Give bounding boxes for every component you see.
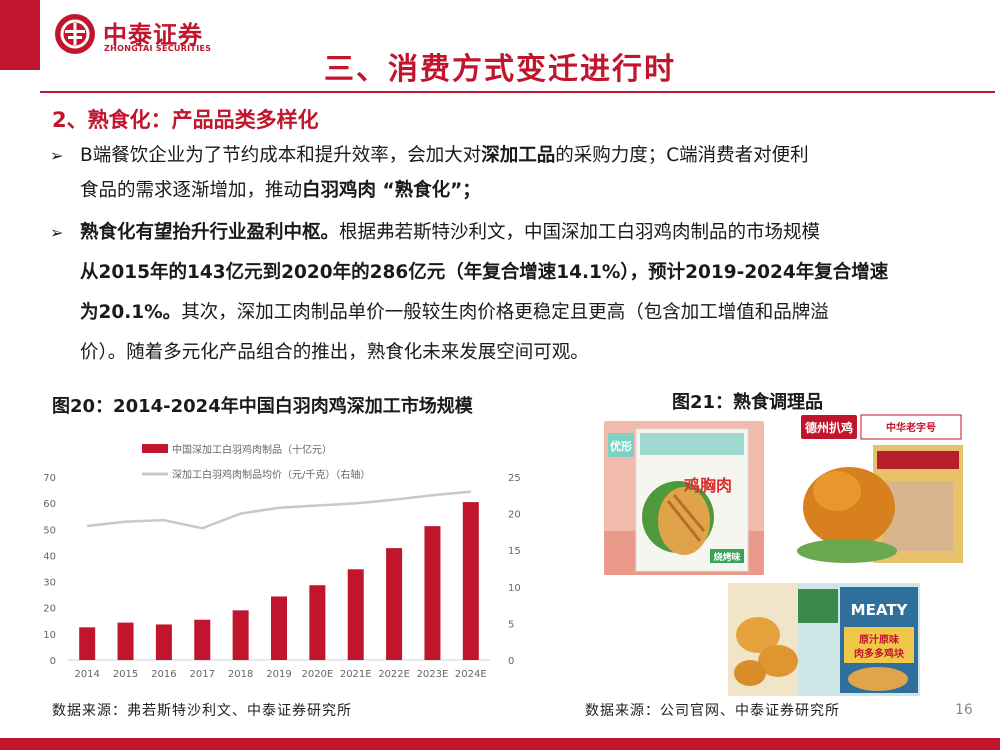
bar [79, 627, 96, 660]
text-run-bold: 白羽鸡肉 “熟食化”； [302, 180, 481, 201]
bar [462, 502, 479, 660]
y-left-tick-label: 10 [43, 630, 56, 641]
product-1-name: 鸡胸肉 [683, 476, 732, 495]
text-run: 食品的需求逐渐增加，推动 [80, 180, 303, 201]
figure-20-source: 数据来源：弗若斯特沙利文、中泰证券研究所 [52, 703, 352, 719]
text-run: B端餐饮企业为了节约成本和提升效率，会加大对 [80, 145, 482, 166]
y-right-tick-label: 25 [508, 473, 521, 484]
price-series-line [87, 490, 471, 530]
bar [194, 619, 211, 660]
legend-label-line: 深加工白羽鸡肉制品均价（元/千克）（右轴） [172, 468, 370, 481]
x-tick-label: 2018 [228, 669, 253, 680]
figure-21-source: 数据来源：公司官网、中泰证券研究所 [585, 703, 840, 719]
company-logo: 中泰证券 ZHONGTAI SECURITIES [55, 14, 295, 58]
bar [232, 610, 249, 660]
header-accent-bar [0, 0, 40, 70]
y-right-tick-label: 0 [508, 656, 514, 667]
product-1-flavor: 烧烤味 [713, 551, 740, 563]
footer-accent-bar [0, 738, 1000, 750]
title-divider [40, 91, 995, 93]
bullet-2-line-3: 为20.1%。其次，深加工肉制品单价一般较生肉价格更稳定且更高（包含加工增值和品… [80, 295, 829, 330]
bullet-marker: ➢ [50, 146, 64, 165]
product-photo-dezhou-chicken: 德州扒鸡 中华老字号 [797, 411, 967, 571]
x-tick-label: 2021E [340, 669, 372, 680]
y-right-tick-label: 20 [508, 510, 521, 521]
text-run: 的采购力度；C端消费者对便利 [555, 145, 809, 166]
bar [309, 585, 326, 660]
x-tick-label: 2016 [151, 669, 176, 680]
y-left-tick-label: 50 [43, 525, 56, 536]
x-tick-label: 2024E [455, 669, 487, 680]
product-2-brand: 德州扒鸡 [805, 420, 853, 435]
y-left-tick-label: 60 [43, 499, 56, 510]
product-2-badge: 中华老字号 [886, 421, 936, 434]
product-3-name-1: 原汁原味 [859, 633, 899, 646]
bullet-2-line-1: 熟食化有望抬升行业盈利中枢。根据弗若斯特沙利文，中国深加工白羽鸡肉制品的市场规模 [80, 215, 820, 250]
figure-20-chart: 0 10 20 30 40 50 60 70 0 5 10 15 20 25 2014 2015 2016 201… [43, 443, 521, 680]
bar [386, 548, 403, 660]
bullet-1: ➢ [50, 138, 63, 173]
product-3-brand: MEATY [851, 601, 909, 619]
bullet-2-line-4: 价）。随着多元化产品组合的推出，熟食化未来发展空间可观。 [80, 335, 589, 370]
text-run: 根据弗若斯特沙利文，中国深加工白羽鸡肉制品的市场规模 [339, 222, 821, 243]
text-run-bold: 熟食化有望抬升行业盈利中枢。 [80, 222, 340, 243]
x-tick-label: 2019 [266, 669, 291, 680]
product-photo-chicken-nuggets: MEATY 原汁原味 肉多多鸡块 [728, 583, 920, 696]
y-right-tick-label: 10 [508, 583, 521, 594]
logo-text-en: ZHONGTAI SECURITIES [104, 44, 212, 53]
bullet-marker: ➢ [50, 223, 64, 242]
bullet-2: ➢ [50, 215, 63, 250]
y-right-tick-label: 15 [508, 546, 521, 557]
text-run-bold: 从2015年的143亿元到2020年的286亿元（年复合增速14.1%），预计2… [80, 262, 889, 283]
page-number: 16 [955, 702, 973, 718]
bar [117, 622, 134, 660]
y-left-tick-label: 20 [43, 604, 56, 615]
legend-swatch-bars [142, 444, 168, 453]
x-tick-label: 2020E [301, 669, 333, 680]
x-tick-label: 2014 [74, 669, 99, 680]
bar [347, 569, 364, 660]
page-title: 三、消费方式变迁进行时 [324, 52, 676, 87]
y-left-tick-label: 0 [50, 656, 56, 667]
section-heading: 2、熟食化：产品品类多样化 [52, 108, 319, 132]
bullet-1-line-2: 食品的需求逐渐增加，推动白羽鸡肉 “熟食化”； [80, 173, 481, 208]
figure-21-caption: 图21：熟食调理品 [672, 392, 824, 413]
bar [424, 526, 441, 660]
text-run: 其次，深加工肉制品单价一般较生肉价格更稳定且更高（包含加工增值和品牌溢 [181, 302, 829, 323]
legend-label-bars: 中国深加工白羽鸡肉制品（十亿元） [172, 443, 332, 456]
y-right-tick-label: 5 [508, 619, 514, 630]
x-tick-label: 2015 [113, 669, 138, 680]
text-run: 价）。随着多元化产品组合的推出，熟食化未来发展空间可观。 [80, 342, 589, 363]
product-1-brand: 优形 [610, 439, 632, 453]
x-tick-label: 2023E [417, 669, 449, 680]
product-3-name-2: 肉多多鸡块 [854, 647, 905, 660]
text-run-bold: 深加工品 [481, 145, 556, 166]
bullet-2-line-2: 从2015年的143亿元到2020年的286亿元（年复合增速14.1%），预计2… [80, 255, 888, 290]
y-left-tick-label: 70 [43, 473, 56, 484]
x-tick-label: 2017 [190, 669, 215, 680]
logo-emblem-icon [55, 14, 95, 54]
x-tick-label: 2022E [378, 669, 410, 680]
product-photo-chicken-breast: 优形 鸡胸肉 烧烤味 [604, 421, 764, 575]
figure-20-caption: 图20：2014-2024年中国白羽肉鸡深加工市场规模 [52, 396, 473, 417]
text-run-bold: 为20.1%。 [80, 302, 182, 323]
y-left-tick-label: 40 [43, 551, 56, 562]
logo-text-cn: 中泰证券 [103, 21, 203, 49]
bullet-1-line-1: B端餐饮企业为了节约成本和提升效率，会加大对深加工品的采购力度；C端消费者对便利 [80, 138, 809, 173]
y-left-tick-label: 30 [43, 578, 56, 589]
bar [155, 624, 172, 660]
bar [271, 596, 287, 660]
